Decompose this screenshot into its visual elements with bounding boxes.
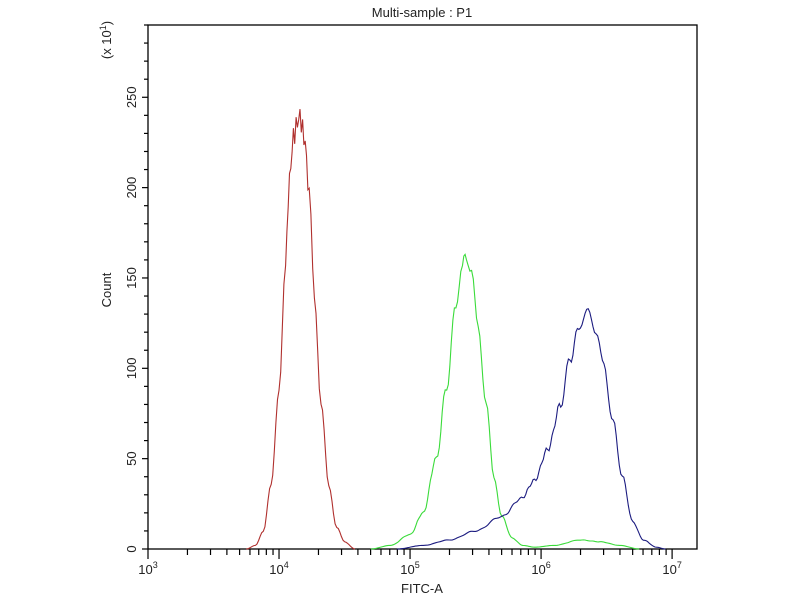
y-tick-label: 150: [124, 267, 139, 289]
chart-title: Multi-sample : P1: [372, 5, 472, 20]
x-tick-label: 106: [531, 560, 550, 577]
series-blue-line: [396, 307, 666, 550]
y-axis: 0 50 100 150 200 250: [124, 24, 148, 553]
series-red-line: [246, 109, 356, 550]
x-axis: 103 104 105 106 107: [138, 549, 682, 577]
y-tick-label: 200: [124, 177, 139, 199]
series-group: [246, 109, 666, 550]
y-tick-label: 100: [124, 357, 139, 379]
x-tick-label: 103: [138, 560, 157, 577]
y-tick-label: 250: [124, 86, 139, 108]
x-tick-label: 105: [400, 560, 419, 577]
x-tick-label: 107: [662, 560, 681, 577]
series-green-line: [370, 253, 640, 550]
y-tick-label: 50: [124, 451, 139, 465]
plot-frame: [147, 24, 698, 550]
y-multiplier-label: (x 101): [98, 21, 114, 59]
y-tick-label: 0: [124, 545, 139, 552]
y-axis-label: Count: [99, 272, 114, 307]
x-tick-label: 104: [269, 560, 288, 577]
x-axis-label: FITC-A: [401, 581, 443, 596]
